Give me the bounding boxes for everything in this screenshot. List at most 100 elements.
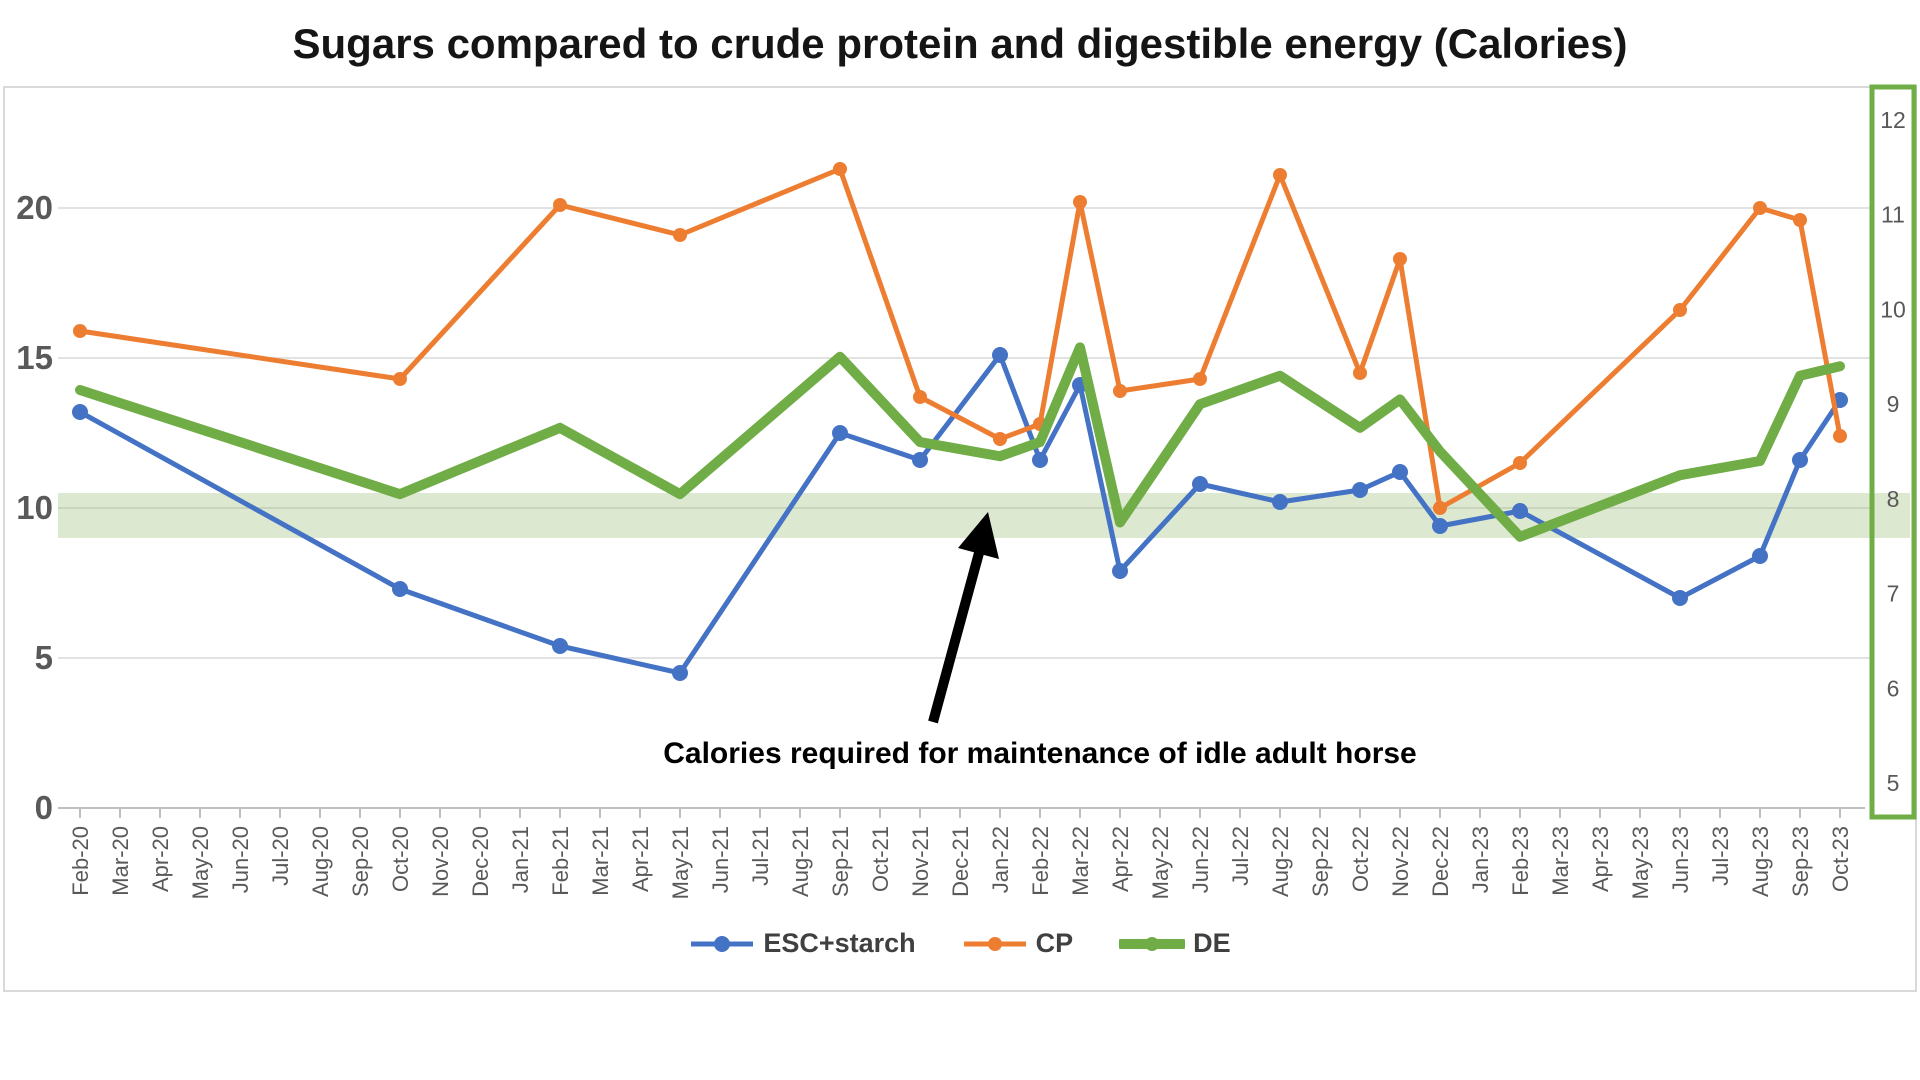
data-point-ESC+starch (1112, 563, 1128, 579)
data-point-ESC+starch (1392, 464, 1408, 480)
right-axis-label: 6 (1887, 675, 1900, 701)
data-point-ESC+starch (1272, 494, 1288, 510)
legend-label-esc-starch: ESC+starch (763, 928, 916, 958)
x-axis-month-label: Jul-20 (268, 826, 293, 886)
data-point-CP (1113, 384, 1127, 398)
x-axis-month-label: Oct-22 (1348, 826, 1373, 892)
left-axis-label: 5 (35, 639, 53, 676)
x-axis-month-label: Feb-23 (1508, 826, 1533, 896)
data-point-ESC+starch (672, 665, 688, 681)
x-axis-month-label: Jul-22 (1228, 826, 1253, 886)
right-axis-label: 9 (1887, 391, 1900, 417)
x-axis-month-label: Apr-20 (148, 826, 173, 892)
data-point-CP (913, 390, 927, 404)
x-axis-month-label: Sep-20 (348, 826, 373, 897)
x-axis-month-label: Oct-21 (868, 826, 893, 892)
x-axis-month-label: Mar-23 (1548, 826, 1573, 896)
x-axis-month-label: Jun-20 (228, 826, 253, 893)
data-point-CP (993, 432, 1007, 446)
band-annotation-label: Calories required for maintenance of idl… (663, 737, 1417, 770)
legend-item-esc-starch: ESC+starch (689, 928, 916, 959)
series-line-DE (75, 342, 1845, 542)
right-axis-label: 5 (1887, 770, 1900, 796)
data-point-ESC+starch (912, 452, 928, 468)
data-point-ESC+starch (832, 425, 848, 441)
x-axis-month-label: Jun-21 (708, 826, 733, 893)
data-point-ESC+starch (1352, 482, 1368, 498)
data-point-ESC+starch (1752, 548, 1768, 564)
data-point-CP (833, 162, 847, 176)
x-axis-month-label: Dec-21 (948, 826, 973, 897)
x-axis-month-label: Dec-20 (468, 826, 493, 897)
data-point-CP (1073, 195, 1087, 209)
x-axis-month-label: May-20 (188, 826, 213, 899)
x-axis-month-label: Feb-20 (68, 826, 93, 896)
chart-area-border (3, 86, 1917, 992)
x-axis-month-label: Nov-20 (428, 826, 453, 897)
x-axis-month-label: Aug-21 (788, 826, 813, 897)
x-axis-month-label: Jan-22 (988, 826, 1013, 893)
x-axis-month-label: Jan-21 (508, 826, 533, 893)
right-axis-label: 7 (1887, 581, 1900, 607)
left-axis-label: 0 (35, 789, 53, 826)
series-line-CP (77, 166, 1843, 511)
x-axis-month-label: Aug-22 (1268, 826, 1293, 897)
x-axis-month-label: Sep-23 (1788, 826, 1813, 897)
x-axis-month-label: Aug-23 (1748, 826, 1773, 897)
x-axis-month-label: Apr-21 (628, 826, 653, 892)
legend-item-de: DE (1119, 928, 1231, 959)
data-point-ESC+starch (1512, 503, 1528, 519)
data-point-CP (73, 324, 87, 338)
data-point-CP (1793, 213, 1807, 227)
data-point-ESC+starch (552, 638, 568, 654)
data-point-CP (1753, 201, 1767, 215)
x-axis-month-label: Mar-20 (108, 826, 133, 896)
data-point-ESC+starch (992, 347, 1008, 363)
x-axis-month-label: Oct-23 (1828, 826, 1853, 892)
x-axis-month-label: Nov-21 (908, 826, 933, 897)
x-axis-month-label: May-21 (668, 826, 693, 899)
legend-item-cp: CP (962, 928, 1074, 959)
left-axis-label: 15 (16, 339, 53, 376)
data-point-CP (1513, 456, 1527, 470)
data-point-CP (1433, 501, 1447, 515)
data-point-CP (1353, 366, 1367, 380)
x-axis-month-label: Aug-20 (308, 826, 333, 897)
data-point-ESC+starch (1432, 518, 1448, 534)
right-axis-label: 12 (1880, 107, 1906, 133)
data-point-CP (673, 228, 687, 242)
right-axis-label: 11 (1881, 202, 1905, 228)
x-axis-month-label: May-22 (1148, 826, 1173, 899)
right-axis-label: 10 (1880, 296, 1906, 322)
data-point-CP (1833, 429, 1847, 443)
x-axis-month-label: Nov-22 (1388, 826, 1413, 897)
right-axis-label: 8 (1887, 486, 1900, 512)
legend-label-de: DE (1193, 928, 1231, 958)
x-axis-month-label: Feb-21 (548, 826, 573, 896)
data-point-CP (1193, 372, 1207, 386)
x-axis-month-label: Mar-21 (588, 826, 613, 896)
x-axis-month-label: Sep-21 (828, 826, 853, 897)
data-point-ESC+starch (1192, 476, 1208, 492)
data-point-CP (1273, 168, 1287, 182)
data-point-ESC+starch (1672, 590, 1688, 606)
x-axis-month-label: Dec-22 (1428, 826, 1453, 897)
right-axis-box-fill (1872, 87, 1914, 817)
esc-starch-line-sample-icon (691, 935, 754, 952)
x-axis-month-label: Sep-22 (1308, 826, 1333, 897)
chart-legend: ESC+starch CP DE (0, 928, 1920, 959)
annotation-arrow-shaft (928, 551, 984, 724)
cp-line-sample-icon (963, 936, 1026, 951)
legend-label-cp: CP (1035, 928, 1074, 958)
x-axis-month-label: Apr-23 (1588, 826, 1613, 892)
left-axis-label: 10 (16, 489, 53, 526)
x-axis-month-label: Feb-22 (1028, 826, 1053, 896)
x-axis-month-label: Jul-21 (748, 826, 773, 886)
annotation-arrow-head (958, 512, 999, 559)
data-point-CP (553, 198, 567, 212)
chart-title: Sugars compared to crude protein and dig… (292, 20, 1628, 67)
data-point-CP (1673, 303, 1687, 317)
x-axis-month-label: Apr-22 (1108, 826, 1133, 892)
data-point-ESC+starch (72, 404, 88, 420)
